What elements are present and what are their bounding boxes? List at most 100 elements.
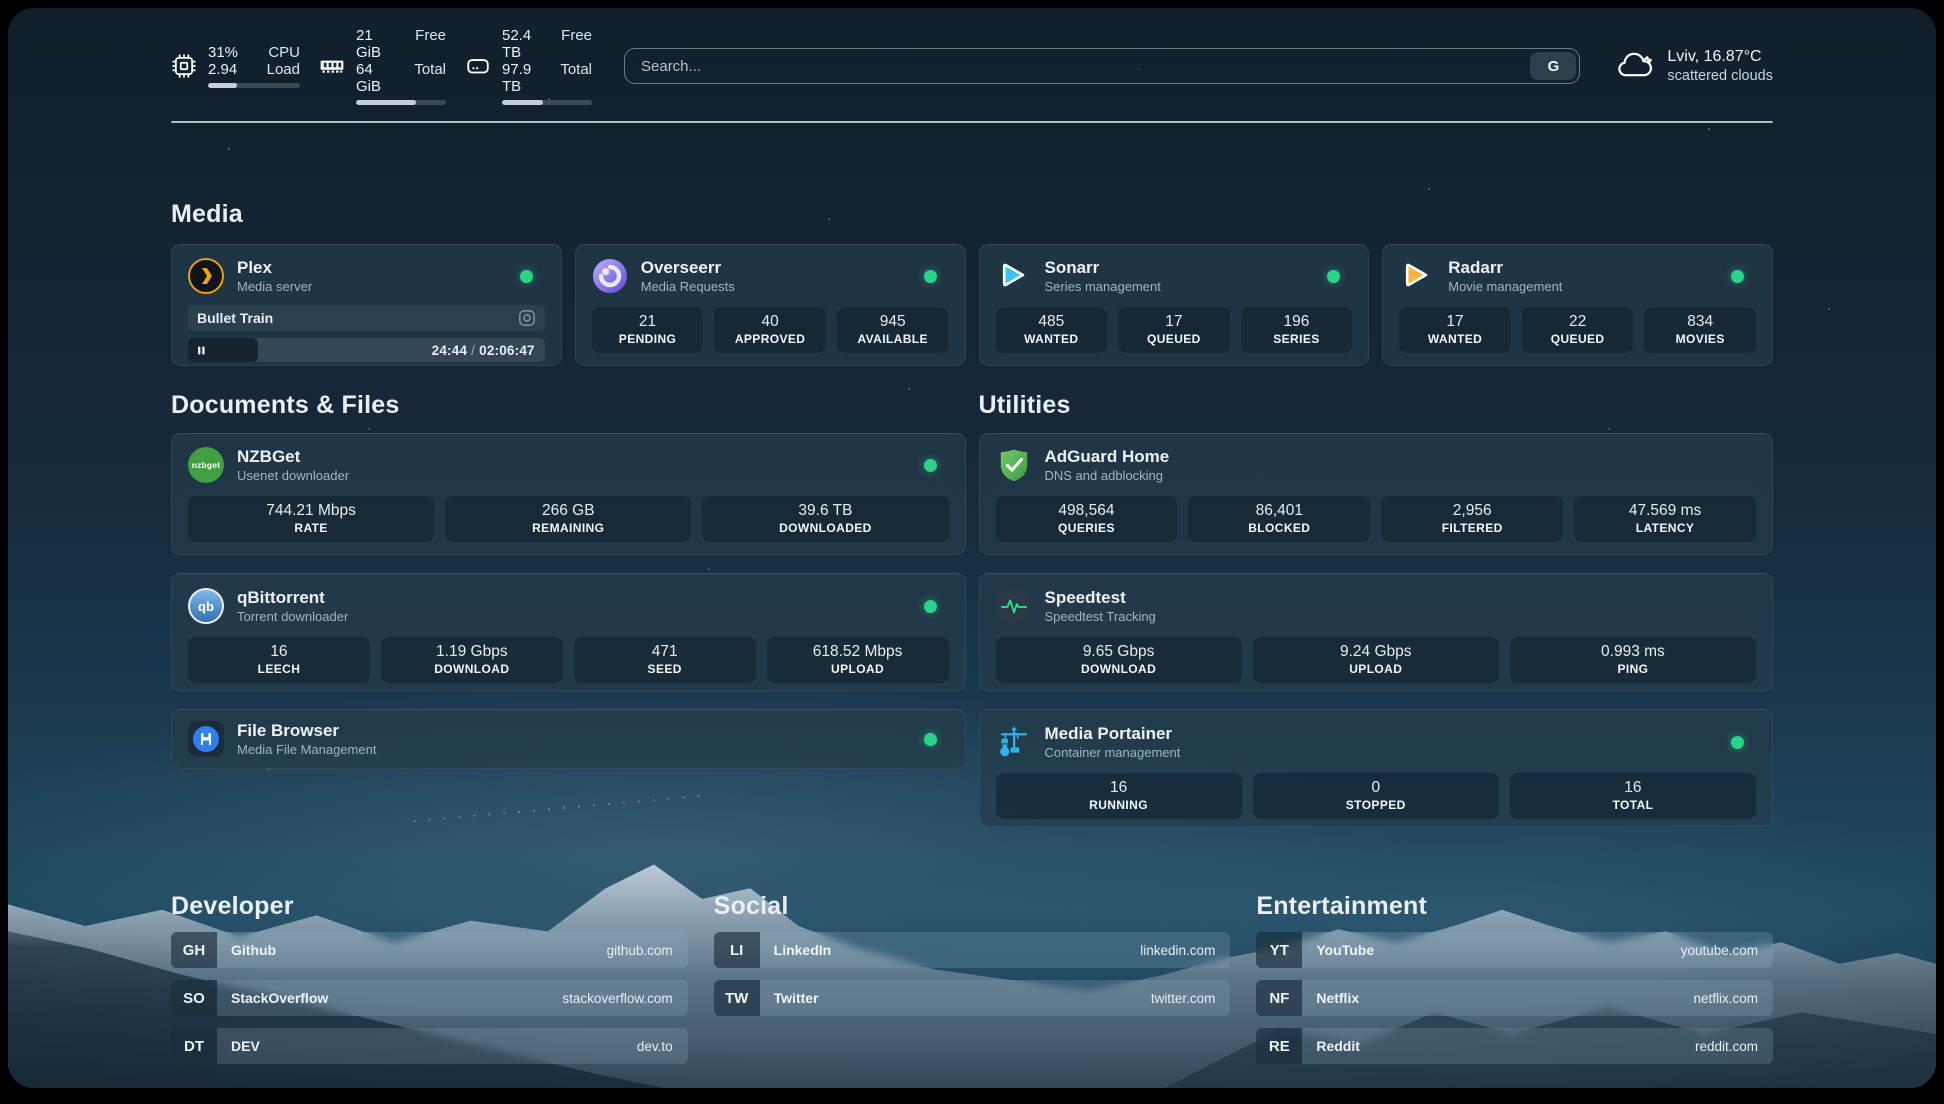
app-card-nzbget[interactable]: nzbget NZBGet Usenet downloader 744.21 M… [171, 433, 966, 555]
app-subtitle: Container management [1044, 745, 1181, 760]
app-card-adguard[interactable]: AdGuard Home DNS and adblocking 498,564 Q… [978, 433, 1773, 555]
load-label: Load [266, 61, 300, 78]
link-abbr: TW [713, 980, 760, 1016]
app-card-qbittorrent[interactable]: qb qBittorrent Torrent downloader 16 LEEC… [171, 573, 966, 691]
app-title: NZBGet [237, 447, 301, 466]
cpu-load-value: 2.94 [208, 61, 238, 78]
now-playing-row: Bullet Train [188, 305, 545, 331]
cpu-widget: 31% CPU 2.94 Load [171, 44, 300, 88]
ram-total-value: 64 GiB [356, 61, 382, 95]
stat-latency: 47.569 ms LATENCY [1574, 496, 1756, 542]
app-subtitle: Media server [237, 279, 313, 294]
app-title: Overseerr [640, 258, 722, 277]
status-dot [923, 599, 937, 613]
stat-wanted: 485 WANTED [995, 307, 1108, 353]
link-abbr: SO [171, 980, 217, 1016]
dashboard-screen: 31% CPU 2.94 Load 21 GiB F [8, 8, 1936, 1088]
stat-downloaded: 39.6 TB DOWNLOADED [702, 496, 949, 542]
link-github[interactable]: GH Github github.com [171, 932, 688, 968]
cpu-usage-value: 31% [208, 44, 239, 61]
link-youtube[interactable]: YT YouTube youtube.com [1256, 932, 1773, 968]
playback-time: 24:44 / 02:06:47 [431, 342, 535, 358]
app-title: Radarr [1448, 258, 1504, 277]
cloud-icon [1618, 52, 1653, 77]
app-subtitle: Series management [1044, 279, 1161, 294]
search-input[interactable] [625, 49, 1580, 83]
stat-leech: 16 LEECH [188, 637, 370, 683]
link-abbr: RE [1256, 1028, 1303, 1064]
app-card-plex[interactable]: Plex Media server Bullet Train [171, 244, 562, 366]
disk-total-value: 97.9 TB [502, 61, 532, 95]
status-dot [1327, 269, 1341, 283]
ram-total-label: Total [414, 61, 446, 78]
stat-queued: 17 QUEUED [1118, 307, 1230, 353]
app-card-radarr[interactable]: Radarr Movie management 17 WANTED 22 QUEUE… [1382, 244, 1773, 366]
search-engine-button[interactable]: G [1530, 52, 1577, 80]
status-dot [923, 269, 937, 283]
disk-free-label: Free [561, 27, 592, 44]
cpu-label: CPU [268, 44, 300, 61]
utilities-column: AdGuard Home DNS and adblocking 498,564 Q… [978, 433, 1773, 827]
app-card-speedtest[interactable]: Speedtest Speedtest Tracking 9.65 Gbps DO… [978, 573, 1773, 691]
section-title-entertainment: Entertainment [1256, 892, 1428, 920]
radarr-logo-icon [1399, 258, 1435, 294]
app-card-portainer[interactable]: Media Portainer Container management 16 R… [978, 709, 1773, 827]
stat-pending: 21 PENDING [591, 307, 704, 353]
link-linkedin[interactable]: LI LinkedIn linkedin.com [713, 932, 1231, 968]
link-twitter[interactable]: TW Twitter twitter.com [713, 980, 1231, 1016]
app-card-overseerr[interactable]: Overseerr Media Requests 21 PENDING 40 APP… [574, 244, 966, 366]
hard-drive-icon [467, 59, 489, 74]
app-subtitle: Torrent downloader [237, 609, 349, 624]
app-title: Speedtest [1044, 588, 1126, 607]
pause-icon[interactable] [198, 346, 205, 355]
app-title: AdGuard Home [1044, 447, 1170, 466]
weather-widget: Lviv, 16.87°C scattered clouds [1614, 47, 1773, 85]
app-subtitle: Media Requests [640, 279, 735, 294]
link-abbr: YT [1256, 932, 1303, 968]
stat-movies: 834 MOVIES [1644, 307, 1756, 353]
app-card-filebrowser[interactable]: File Browser Media File Management [171, 709, 966, 769]
media-grid: Plex Media server Bullet Train [171, 244, 1773, 366]
playback-progress-fill [188, 338, 258, 362]
status-dot [1731, 269, 1744, 283]
status-dot [1731, 735, 1744, 749]
topbar-divider [171, 121, 1773, 123]
stat-available: 945 AVAILABLE [836, 307, 949, 353]
section-title-social: Social [713, 892, 789, 920]
session-camera-icon [518, 310, 535, 326]
app-title: Media Portainer [1044, 724, 1173, 743]
link-stackoverflow[interactable]: SO StackOverflow stackoverflow.com [171, 980, 688, 1016]
now-playing-title: Bullet Train [197, 310, 274, 326]
disk-widget: 52.4 TB Free 97.9 TB Total [465, 27, 592, 105]
playback-progress-bar[interactable]: 24:44 / 02:06:47 [188, 338, 545, 362]
link-reddit[interactable]: RE Reddit reddit.com [1256, 1028, 1773, 1064]
app-subtitle: Usenet downloader [237, 468, 350, 483]
ram-icon [320, 60, 344, 73]
link-netflix[interactable]: NF Netflix netflix.com [1256, 980, 1773, 1016]
stat-running: 16 RUNNING [995, 773, 1242, 819]
stat-queries: 498,564 QUERIES [995, 496, 1178, 542]
status-dot [923, 732, 937, 746]
link-abbr: GH [171, 932, 217, 968]
ram-free-label: Free [415, 27, 446, 44]
status-dot [923, 458, 937, 472]
section-title-media: Media [171, 200, 243, 228]
link-abbr: DT [171, 1028, 217, 1064]
documents-column: nzbget NZBGet Usenet downloader 744.21 M… [171, 433, 966, 769]
stat-ping: 0.993 ms PING [1509, 637, 1757, 683]
portainer-logo-icon [996, 724, 1032, 760]
ram-free-value: 21 GiB [356, 27, 382, 61]
stat-blocked: 86,401 BLOCKED [1188, 496, 1371, 542]
stat-stopped: 0 STOPPED [1252, 773, 1499, 819]
plex-logo-icon [188, 258, 224, 294]
app-title: qBittorrent [237, 588, 325, 607]
app-card-sonarr[interactable]: Sonarr Series management 485 WANTED 17 QUE… [978, 244, 1370, 366]
section-title-utilities: Utilities [978, 391, 1071, 419]
app-subtitle: Speedtest Tracking [1044, 609, 1156, 624]
stat-download: 1.19 Gbps DOWNLOAD [380, 637, 563, 683]
app-subtitle: Movie management [1448, 279, 1563, 294]
stat-approved: 40 APPROVED [714, 307, 826, 353]
link-dev[interactable]: DT DEV dev.to [171, 1028, 688, 1064]
adguard-logo-icon [996, 447, 1032, 483]
section-title-developer: Developer [171, 892, 294, 920]
